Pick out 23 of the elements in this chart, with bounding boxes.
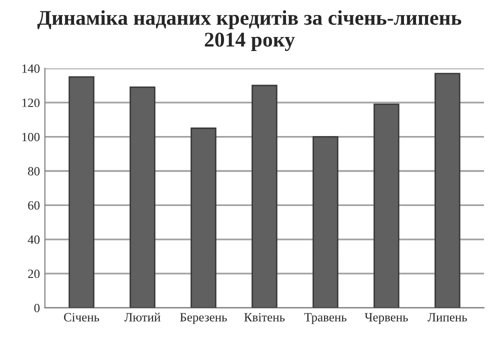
y-tick-label: 80 (28, 167, 40, 176)
x-tick-label: Квітень (244, 313, 285, 322)
chart-title: Динаміка наданих кредитів за січень-липень 2014 року (37, 10, 462, 52)
y-tick-label: 40 (28, 235, 40, 244)
x-tick-label: Січень (64, 313, 100, 322)
x-tick-label: Липень (428, 313, 467, 322)
y-tick-label: 20 (28, 270, 40, 278)
bar (374, 104, 400, 308)
x-tick-label: Березень (180, 313, 227, 324)
y-tick-label: 0 (34, 304, 40, 312)
x-tick-label: Червень (364, 313, 408, 324)
bar (312, 136, 338, 308)
x-tick-label: Травень (304, 313, 346, 324)
bar (434, 72, 460, 308)
y-tick-label: 120 (22, 98, 40, 108)
bar (252, 84, 278, 308)
bar (68, 76, 94, 308)
y-tick-label: 60 (28, 201, 40, 210)
y-tick-label: 140 (22, 64, 40, 73)
y-tick-label: 100 (22, 132, 40, 142)
bar (130, 86, 156, 308)
x-tick-label: Лютий (124, 312, 160, 322)
bar (190, 128, 216, 308)
